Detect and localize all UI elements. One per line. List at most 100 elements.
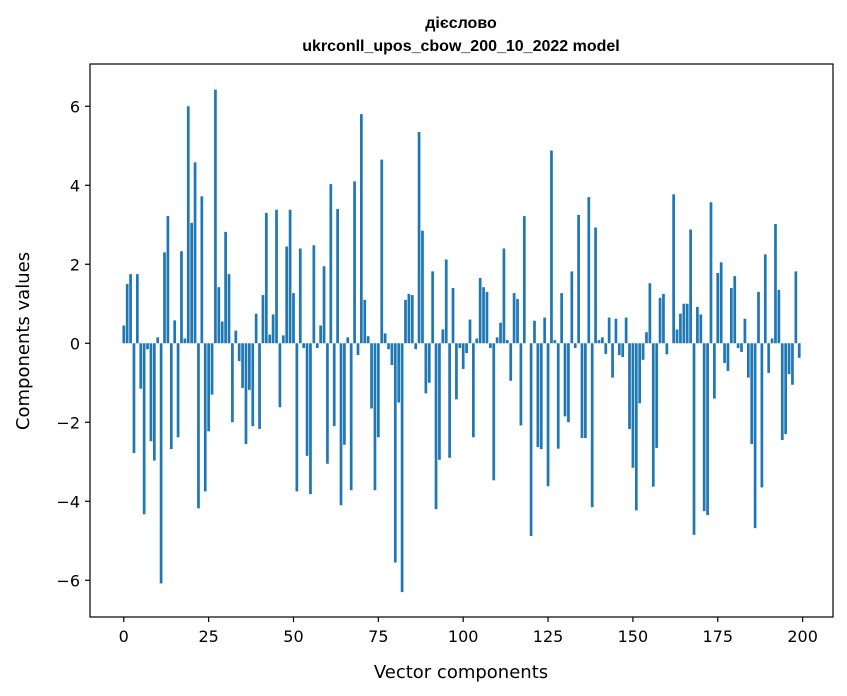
bar <box>258 343 261 429</box>
bar <box>353 181 356 344</box>
bar <box>736 343 740 348</box>
bar <box>675 329 679 344</box>
bar <box>393 343 397 563</box>
bar <box>458 343 462 348</box>
x-tick-label: 150 <box>618 627 649 646</box>
bar <box>278 343 282 408</box>
bar <box>173 320 177 344</box>
bar <box>200 196 204 344</box>
bar <box>597 340 601 344</box>
bar <box>733 276 737 344</box>
bar <box>553 340 557 344</box>
bar <box>424 343 428 394</box>
bar <box>305 343 309 456</box>
bar <box>281 335 285 344</box>
bar <box>777 289 781 344</box>
bar <box>193 162 197 344</box>
bar <box>332 343 336 427</box>
chart-subtitle: ukrconll_upos_cbow_200_10_2022 model <box>302 38 619 55</box>
y-tick-label: −4 <box>56 492 80 511</box>
bar <box>129 274 132 344</box>
bar <box>360 114 363 344</box>
bar <box>682 303 686 344</box>
bar <box>716 272 720 344</box>
bar <box>753 343 757 529</box>
bar <box>241 343 244 388</box>
bar <box>729 287 733 344</box>
bar <box>339 343 343 506</box>
bar <box>444 259 448 344</box>
bar <box>560 293 563 344</box>
bar <box>149 343 153 442</box>
bar <box>455 343 458 400</box>
bar <box>465 343 468 354</box>
bar <box>580 343 584 439</box>
bar <box>536 343 540 448</box>
bar <box>577 214 580 344</box>
bar <box>397 343 401 403</box>
bar <box>292 293 295 344</box>
bar <box>791 343 794 385</box>
bar <box>567 343 570 423</box>
bar <box>679 313 682 344</box>
bar <box>302 343 306 348</box>
bar <box>563 343 567 417</box>
bar <box>400 343 404 593</box>
bar <box>475 338 479 344</box>
bar <box>451 287 455 344</box>
bar <box>244 343 248 444</box>
bar <box>584 343 587 439</box>
bar <box>312 245 316 344</box>
bar <box>376 343 380 438</box>
x-tick-label: 75 <box>368 627 388 646</box>
bar <box>770 338 774 344</box>
bar <box>421 230 424 344</box>
bar <box>441 329 445 344</box>
bar <box>248 343 251 390</box>
bar <box>326 343 329 464</box>
bar <box>349 343 353 491</box>
bar <box>438 343 441 460</box>
x-tick-label: 200 <box>787 627 818 646</box>
bar <box>227 274 231 344</box>
bar <box>461 343 465 369</box>
bar <box>760 343 764 488</box>
bar <box>125 284 129 344</box>
bar <box>543 317 547 344</box>
x-tick-label: 125 <box>533 627 564 646</box>
bar <box>740 343 743 352</box>
bar <box>135 274 139 344</box>
bar <box>587 197 591 344</box>
bar <box>142 343 146 515</box>
bar <box>797 343 801 358</box>
bar <box>329 184 333 344</box>
bar <box>519 343 523 426</box>
bar <box>407 293 411 344</box>
bar <box>410 295 414 344</box>
bar <box>387 343 390 350</box>
bar <box>288 209 292 344</box>
bar <box>746 343 750 378</box>
bars-group <box>122 89 801 593</box>
bar <box>509 343 513 381</box>
x-tick-label: 100 <box>448 627 479 646</box>
bar <box>146 343 149 350</box>
bar <box>298 248 302 344</box>
bar <box>631 343 635 468</box>
bar <box>234 330 238 344</box>
bar <box>478 278 482 344</box>
bar <box>197 343 200 509</box>
bar <box>156 337 160 344</box>
bar <box>550 150 553 344</box>
bar <box>482 287 485 344</box>
bar <box>159 343 163 584</box>
bar <box>210 343 214 395</box>
bar <box>166 216 170 344</box>
bar <box>207 343 210 432</box>
bar <box>546 343 550 487</box>
bar <box>539 343 543 450</box>
bar <box>512 293 516 344</box>
bar <box>723 343 726 364</box>
bar <box>502 248 506 344</box>
bar <box>319 325 322 344</box>
